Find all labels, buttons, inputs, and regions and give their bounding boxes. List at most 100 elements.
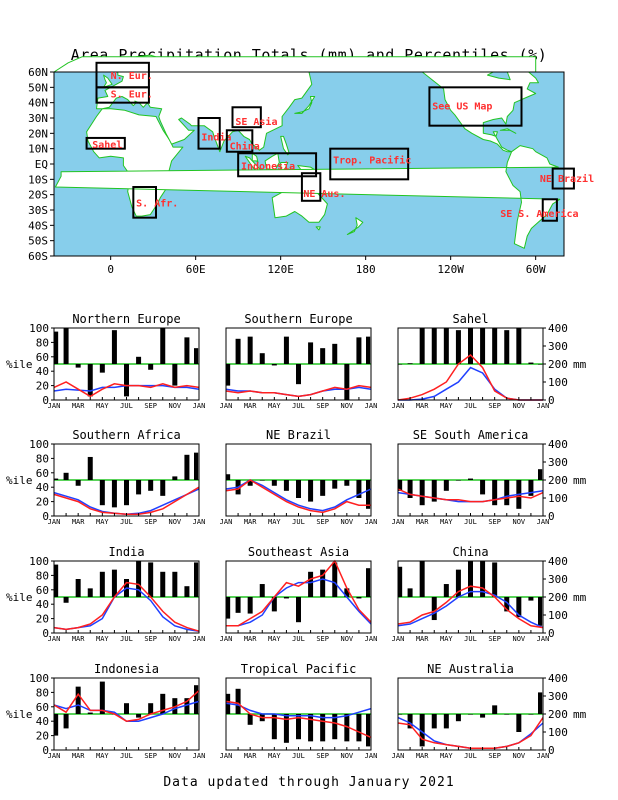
percentile-bar bbox=[87, 456, 93, 480]
percentile-bar bbox=[431, 328, 437, 364]
land-mass bbox=[54, 62, 561, 249]
month-label: SEP bbox=[316, 752, 329, 760]
percentile-bar bbox=[271, 364, 277, 366]
percentile-bar bbox=[443, 584, 449, 597]
region-label: NE Aus. bbox=[303, 189, 345, 200]
mm-tick-label: 300 bbox=[548, 690, 568, 703]
pct-axis-unit: %ile bbox=[6, 708, 33, 721]
percentile-bar bbox=[538, 597, 543, 626]
mm-tick-label: 100 bbox=[548, 609, 568, 622]
month-label: NOV bbox=[341, 402, 354, 410]
land-mass bbox=[315, 226, 321, 231]
percentile-bar bbox=[398, 480, 403, 491]
panel-title: Southeast Asia bbox=[248, 545, 349, 559]
percentile-bar bbox=[468, 714, 473, 715]
region-label: See US Map bbox=[432, 102, 492, 113]
lat-label: 50N bbox=[28, 81, 48, 94]
region-box bbox=[428, 86, 523, 127]
panel-title: Tropical Pacific bbox=[241, 662, 357, 676]
percentile-bar bbox=[283, 714, 289, 743]
month-label: JAN bbox=[48, 518, 61, 526]
month-label: SEP bbox=[488, 752, 501, 760]
percentile-bar bbox=[443, 328, 449, 364]
percentile-bar bbox=[431, 597, 437, 621]
percentile-bar bbox=[160, 328, 166, 364]
land-mass bbox=[499, 128, 517, 134]
percentile-bar bbox=[124, 703, 129, 714]
percentile-bar bbox=[271, 480, 277, 486]
mm-axis-unit: mm bbox=[573, 708, 587, 721]
panel-southern-europe: Southern Europe JAN MAR MAY JUL SEP NOV JAN bbox=[220, 312, 378, 410]
pct-tick-label: 0 bbox=[42, 627, 49, 640]
region-box bbox=[85, 136, 126, 150]
lat-label: 60S bbox=[28, 250, 48, 263]
panel-title: China bbox=[452, 545, 488, 559]
lat-label: 40S bbox=[28, 219, 48, 232]
percentile-bar bbox=[320, 348, 326, 364]
month-label: SEP bbox=[144, 518, 157, 526]
month-label: MAR bbox=[416, 402, 429, 410]
percentile-bar bbox=[226, 474, 231, 480]
percentile-bar bbox=[247, 480, 253, 486]
percentile-bar bbox=[398, 714, 403, 715]
mm-tick-label: 0 bbox=[548, 744, 555, 757]
mm-tick-label: 400 bbox=[548, 438, 568, 451]
percentile-bar bbox=[271, 714, 277, 740]
percentile-bar bbox=[87, 712, 93, 714]
lat-label: 40N bbox=[28, 97, 48, 110]
world-map: 60N 50N 40N 30N 20N 10N EQ 10S 20S 30S 40S 50S 60S 0 6… bbox=[28, 54, 618, 276]
month-label: SEP bbox=[316, 402, 329, 410]
lat-label: 30N bbox=[28, 112, 48, 125]
percentile-bar bbox=[455, 714, 461, 722]
percentile-bar bbox=[480, 480, 486, 495]
pct-tick-label: 100 bbox=[29, 322, 49, 335]
percentile-bar bbox=[124, 480, 129, 506]
month-label: JUL bbox=[464, 635, 477, 643]
percentile-bar bbox=[111, 330, 117, 364]
percentile-bar bbox=[184, 586, 190, 597]
percentile-bar bbox=[492, 328, 498, 364]
percentile-bar bbox=[431, 480, 437, 502]
month-label: JAN bbox=[193, 518, 206, 526]
percentile-bar bbox=[54, 714, 59, 736]
observed-precip-line bbox=[226, 559, 372, 627]
percentile-bar bbox=[111, 569, 117, 597]
percentile-bar bbox=[296, 714, 301, 740]
percentile-bar bbox=[538, 364, 543, 365]
percentile-bar bbox=[63, 714, 69, 729]
percentile-bar bbox=[492, 562, 498, 597]
month-label: SEP bbox=[488, 518, 501, 526]
percentile-bar bbox=[296, 364, 301, 385]
percentile-bar bbox=[194, 562, 199, 597]
region-label: SE Asia bbox=[235, 116, 277, 128]
percentile-bar bbox=[172, 476, 178, 480]
month-label: JUL bbox=[292, 518, 305, 526]
month-label: JAN bbox=[220, 518, 233, 526]
percentile-bar bbox=[455, 330, 461, 364]
pct-tick-label: 100 bbox=[29, 672, 49, 685]
panel-title: India bbox=[108, 545, 144, 559]
panel-title: Indonesia bbox=[94, 662, 159, 676]
month-label: JAN bbox=[48, 752, 61, 760]
percentile-bar bbox=[443, 714, 449, 729]
percentile-bar bbox=[356, 714, 362, 742]
lon-label: 120E bbox=[267, 263, 294, 276]
month-label: MAR bbox=[72, 635, 85, 643]
mm-tick-label: 0 bbox=[548, 394, 555, 407]
panel-title: Sahel bbox=[452, 312, 488, 326]
lat-label: 50S bbox=[28, 235, 48, 248]
percentile-bar bbox=[247, 714, 253, 725]
month-label: NOV bbox=[341, 518, 354, 526]
percentile-bar bbox=[407, 714, 413, 729]
percentile-bar bbox=[184, 698, 190, 714]
month-label: JUL bbox=[292, 635, 305, 643]
month-label: JAN bbox=[392, 635, 405, 643]
percentile-bar bbox=[455, 480, 461, 481]
month-label: JAN bbox=[392, 402, 405, 410]
month-label: NOV bbox=[341, 752, 354, 760]
pct-tick-label: 0 bbox=[42, 744, 49, 757]
pct-tick-label: 60 bbox=[36, 701, 49, 714]
month-label: NOV bbox=[169, 635, 182, 643]
